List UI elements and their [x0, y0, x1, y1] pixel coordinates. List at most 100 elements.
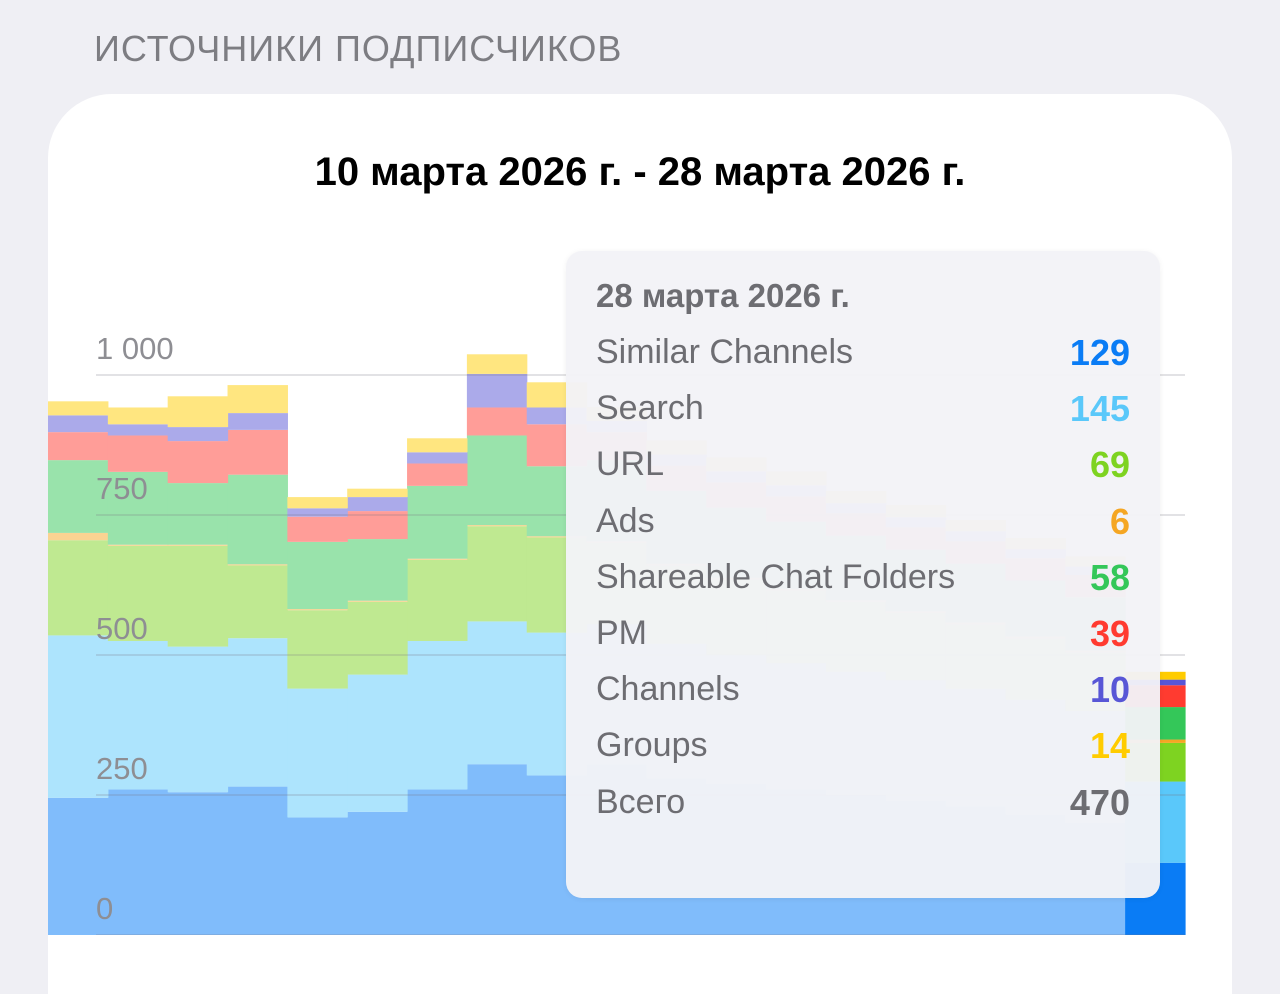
date-range-title[interactable]: 10 марта 2026 г. - 28 марта 2026 г. — [314, 150, 966, 194]
chart-segment-shareable-chat-folders — [287, 541, 348, 610]
chart-segment-groups — [227, 385, 288, 414]
tooltip-row-label: Search — [596, 389, 704, 428]
tooltip-row-search: Search 145 — [596, 387, 1130, 430]
chart-segment-search — [167, 646, 229, 793]
tooltip-row-value: 145 — [1069, 388, 1130, 430]
chart-segment-pm — [167, 441, 229, 484]
chart-segment-url — [466, 526, 528, 622]
tooltip-row-shareable-chat-folders: Shareable Chat Folders 58 — [596, 556, 1130, 599]
chart-tick-layer: 0 250 500 750 1 000 — [96, 331, 174, 926]
chart-segment-channels — [287, 508, 348, 517]
tooltip-row-ads: Ads 6 — [596, 500, 1130, 543]
chart-segment-channels — [466, 373, 528, 408]
tooltip-row-value: 58 — [1089, 556, 1130, 598]
tooltip-total-value: 470 — [1069, 781, 1130, 823]
chart-segment-channels — [48, 415, 109, 433]
subscriber-sources-card: 0 250 500 750 1 000 10 марта 2026 г. - 28 ма… — [48, 94, 1232, 994]
chart-segment-shareable-chat-folders — [407, 485, 468, 559]
y-tick-label: 750 — [96, 471, 148, 506]
chart-segment-pm — [466, 407, 528, 436]
chart-segment-search — [227, 638, 288, 787]
tooltip-row-label: Shareable Chat Folders — [596, 557, 956, 596]
chart-segment-ads — [107, 544, 169, 546]
chart-segment-url — [167, 545, 229, 647]
chart-segment-similar-channels — [227, 786, 288, 935]
chart-segment-pm — [287, 516, 348, 542]
chart-segment-groups — [466, 354, 528, 374]
tooltip-row-label: Groups — [596, 726, 708, 765]
tooltip-row-similar-channels: Similar Channels 129 — [596, 331, 1130, 374]
chart-segment-shareable-chat-folders — [466, 435, 528, 526]
chart-segment-similar-channels — [167, 792, 229, 935]
chart-segment-shareable-chat-folders — [347, 539, 408, 601]
tooltip-row-url: URL 69 — [596, 443, 1130, 486]
chart-segment-groups — [287, 497, 348, 509]
chart-segment-url — [347, 601, 408, 675]
chart-segment-url — [287, 610, 348, 689]
chart-segment-search — [287, 688, 348, 818]
chart-segment-ads — [287, 609, 348, 611]
y-tick-label: 0 — [96, 891, 113, 926]
chart-segment-pm — [227, 429, 288, 475]
tooltip-row-label: PM — [596, 613, 647, 652]
chart-segment-channels — [107, 424, 169, 436]
tooltip-row-value: 69 — [1089, 444, 1130, 486]
chart-segment-pm — [407, 463, 468, 486]
chart-segment-pm — [107, 435, 169, 472]
chart-segment-groups — [107, 407, 169, 425]
chart-segment-ads — [466, 525, 528, 527]
chart-segment-search — [466, 621, 528, 765]
chart-segment-similar-channels — [48, 797, 109, 935]
chart-segment-shareable-chat-folders — [107, 471, 169, 545]
chart-segment-url — [48, 540, 109, 636]
chart-segment-channels — [167, 427, 229, 442]
tooltip-row-value: 14 — [1089, 725, 1130, 767]
tooltip-row-value: 10 — [1089, 669, 1130, 711]
chart-segment-pm — [347, 511, 408, 540]
tooltip-row-total: Всего 470 — [596, 781, 1130, 824]
chart-segment-ads — [227, 564, 288, 566]
chart-segment-similar-channels — [407, 789, 468, 935]
chart-segment-channels — [347, 497, 408, 512]
chart-segment-search — [407, 641, 468, 790]
tooltip-row-label: Similar Channels — [596, 333, 853, 371]
chart-segment-ads — [48, 532, 109, 541]
chart-segment-ads — [167, 544, 229, 546]
chart-segment-groups — [167, 396, 229, 428]
chart-segment-channels — [407, 452, 468, 464]
chart-segment-similar-channels — [347, 811, 408, 935]
chart-segment-search — [48, 635, 109, 798]
chart-segment-pm — [48, 432, 109, 461]
chart-segment-url — [227, 565, 288, 639]
chart-segment-shareable-chat-folders — [167, 483, 229, 545]
chart-segment-groups — [407, 438, 468, 453]
section-title: ИСТОЧНИКИ ПОДПИСЧИКОВ — [94, 28, 623, 69]
y-tick-label: 1 000 — [96, 331, 174, 366]
tooltip-row-label: Ads — [596, 501, 655, 540]
chart-segment-channels — [227, 413, 288, 430]
chart-segment-similar-channels — [466, 764, 528, 935]
tooltip-row-value: 39 — [1089, 612, 1130, 654]
chart-tooltip[interactable]: 28 марта 2026 г. Similar Channels 129 Se… — [566, 251, 1160, 898]
chart-segment-groups — [48, 401, 109, 416]
tooltip-row-value: 129 — [1069, 332, 1130, 373]
chart-segment-similar-channels — [107, 789, 169, 935]
chart-segment-groups — [347, 488, 408, 498]
tooltip-date: 28 марта 2026 г. — [596, 277, 850, 314]
chart-segment-search — [347, 674, 408, 812]
tooltip-row-label: Channels — [596, 670, 740, 709]
tooltip-row-value: 6 — [1109, 500, 1130, 542]
tooltip-row-label: URL — [596, 445, 665, 484]
chart-segment-shareable-chat-folders — [227, 474, 288, 565]
y-tick-label: 250 — [96, 751, 148, 786]
tooltip-row-pm: PM 39 — [596, 612, 1130, 655]
tooltip-total-label: Всего — [596, 782, 686, 821]
chart-segment-shareable-chat-folders — [48, 460, 109, 533]
chart-segment-ads — [407, 558, 468, 560]
y-tick-label: 500 — [96, 611, 148, 646]
chart-segment-ads — [526, 536, 588, 538]
chart-segment-ads — [347, 600, 408, 602]
chart-segment-url — [107, 545, 169, 641]
chart-segment-search — [107, 641, 169, 790]
chart-segment-similar-channels — [287, 817, 348, 935]
